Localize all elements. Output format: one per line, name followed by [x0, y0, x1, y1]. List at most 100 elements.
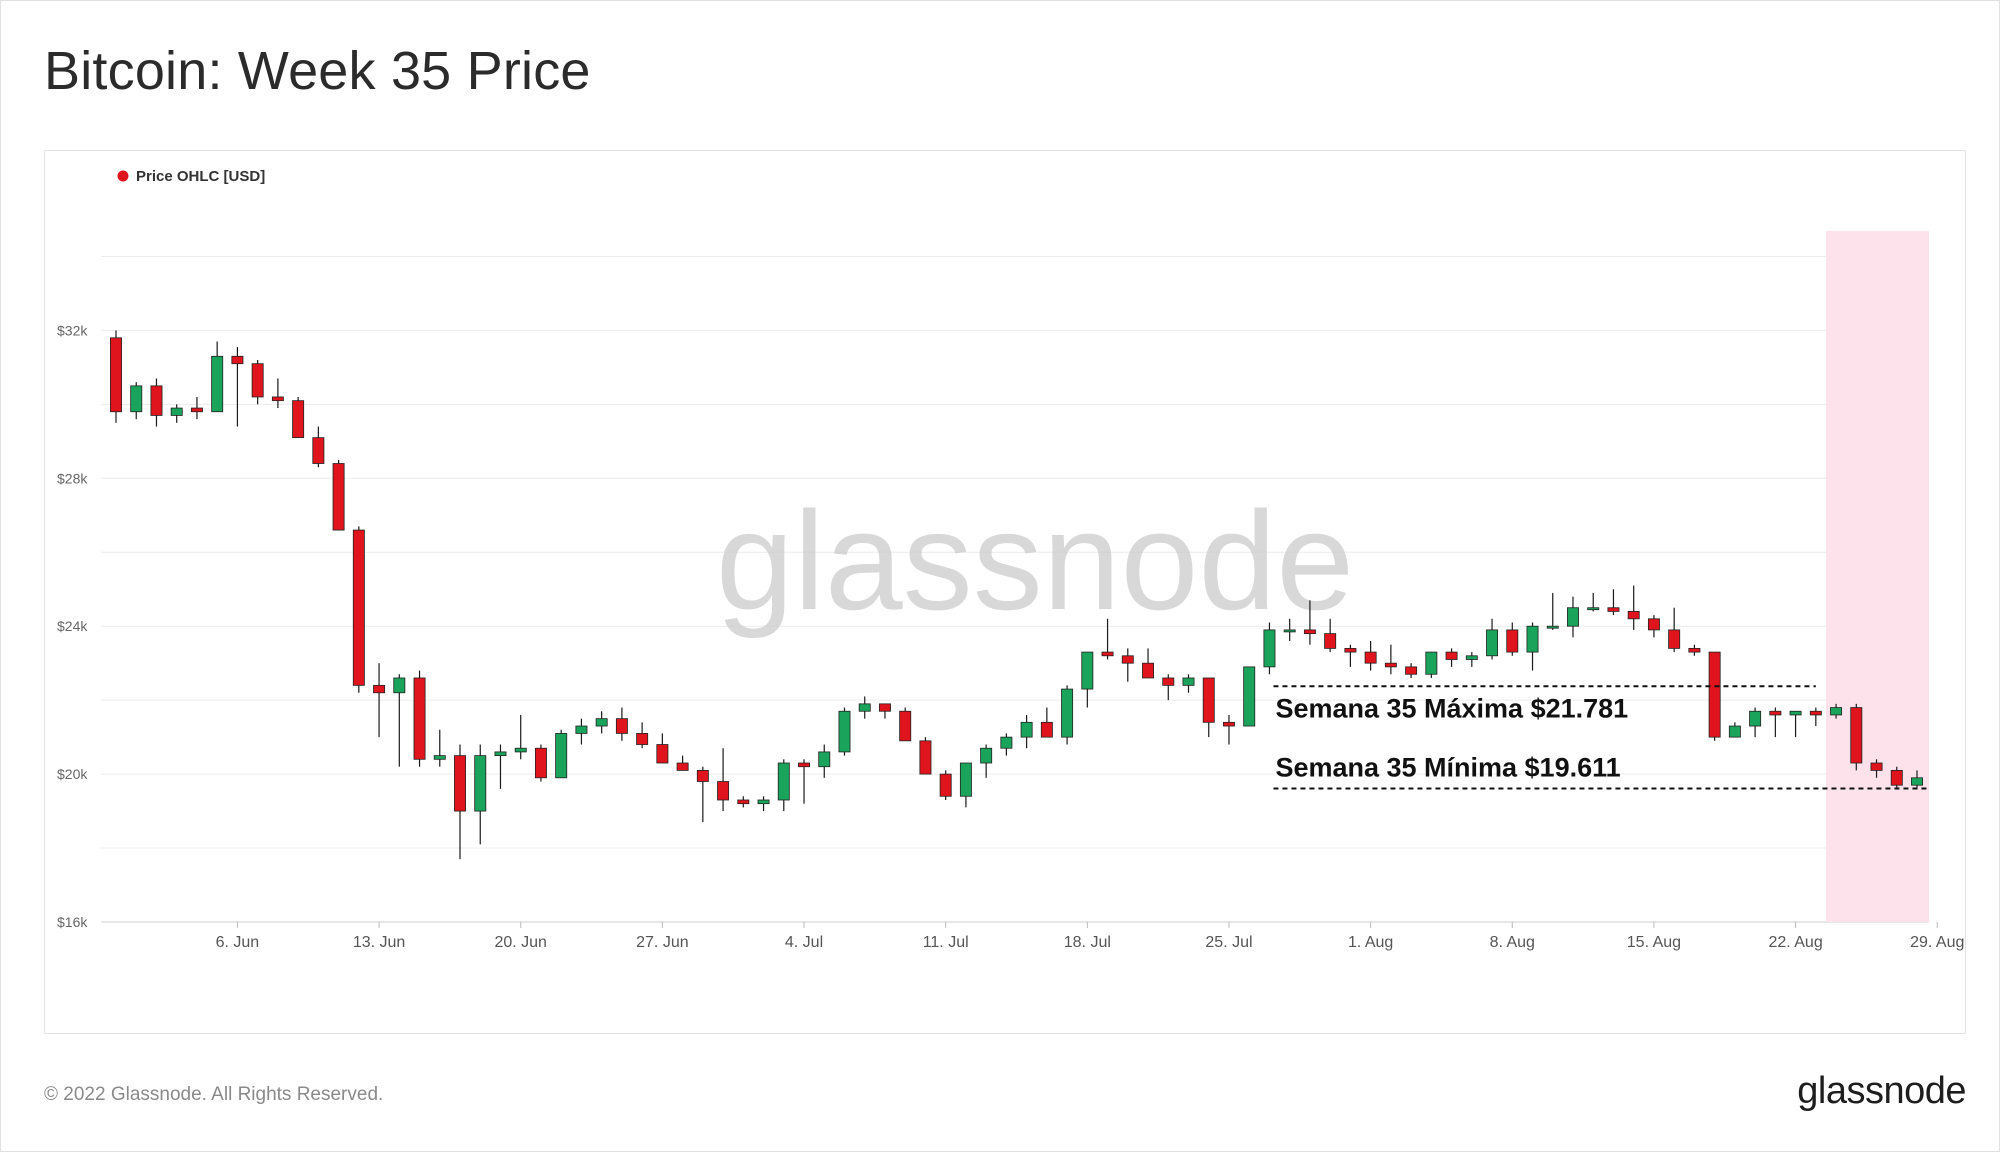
candle — [190, 396, 203, 420]
candle — [1728, 722, 1741, 738]
candle — [170, 404, 183, 423]
candle — [1162, 674, 1175, 701]
candle-body-down — [1627, 611, 1640, 620]
candle-body-down — [1202, 677, 1215, 723]
candle-body-up — [818, 751, 831, 768]
candle — [1324, 618, 1337, 653]
candle-body-up — [980, 747, 993, 764]
candle — [1364, 640, 1377, 671]
candle — [737, 796, 750, 808]
candle — [636, 722, 649, 749]
annotation-label-max: Semana 35 Máxima $21.781 — [1275, 693, 1628, 723]
annotation-label-min: Semana 35 Mínima $19.611 — [1275, 752, 1620, 782]
candle — [534, 744, 547, 782]
candle — [1101, 618, 1114, 660]
candle-body-up — [1486, 629, 1499, 657]
candle — [413, 670, 426, 767]
candle — [1567, 596, 1579, 638]
candle — [959, 762, 972, 808]
candle — [1526, 622, 1539, 671]
candle-body-up — [1425, 651, 1438, 675]
candle — [899, 707, 912, 742]
candle-body-down — [1162, 677, 1175, 686]
candle — [1040, 707, 1053, 738]
candlestick-chart: glassnode Semana 35 Máxima $21.781Semana… — [57, 168, 1964, 951]
candle-body-down — [251, 363, 264, 398]
candle — [777, 759, 790, 812]
candle-body-up — [1728, 725, 1741, 738]
glassnode-logo[interactable]: glassnode — [1797, 1070, 1966, 1112]
candle — [1688, 644, 1701, 656]
candle-body-up — [959, 762, 972, 797]
gridlines — [101, 255, 1929, 923]
y-tick-label: $24k — [57, 618, 88, 634]
candle-body-down — [332, 463, 345, 531]
candle — [879, 703, 891, 719]
candle-body-down — [1364, 651, 1377, 664]
candle-body-up — [858, 703, 871, 712]
candles — [110, 330, 1923, 860]
candle — [373, 663, 386, 738]
candle-body-down — [150, 385, 163, 416]
candle-body-up — [1061, 688, 1074, 738]
x-tick-label: 18. Jul — [1064, 934, 1111, 951]
candle-body-down — [717, 781, 730, 801]
candle-body-down — [696, 770, 709, 782]
candle-body-up — [211, 355, 224, 413]
candle-body-up — [1020, 721, 1033, 738]
x-tick-label: 20. Jun — [494, 934, 546, 951]
x-tick-label: 13. Jun — [353, 934, 405, 951]
candle-body-down — [1708, 651, 1721, 738]
candle — [555, 729, 568, 779]
candle-body-up — [514, 747, 527, 753]
legend[interactable]: Price OHLC [USD] — [117, 168, 266, 185]
candle-body-up — [474, 755, 487, 812]
candle — [1283, 618, 1296, 641]
candle-body-up — [838, 710, 851, 753]
candle-body-down — [1405, 666, 1418, 675]
candle — [292, 396, 305, 439]
candle-body-up — [1911, 777, 1923, 786]
x-tick-label: 1. Aug — [1348, 934, 1393, 951]
candle-body-down — [615, 718, 628, 734]
x-tick-label: 25. Jul — [1205, 934, 1252, 951]
candle-body-down — [1223, 721, 1235, 727]
candle-body-down — [292, 400, 305, 439]
candle — [231, 347, 244, 427]
candle-body-up — [1830, 707, 1843, 716]
candle — [1384, 644, 1397, 675]
chart-panel: glassnode Semana 35 Máxima $21.781 Semana… — [44, 150, 1966, 1034]
candle — [858, 696, 871, 719]
candle — [352, 526, 365, 693]
y-tick-label: $28k — [57, 470, 88, 486]
candle — [1587, 592, 1600, 612]
candle-body-down — [1769, 710, 1782, 716]
candle-body-down — [798, 762, 810, 768]
candle — [1911, 770, 1923, 789]
candle-body-up — [595, 718, 608, 727]
y-tick-label: $32k — [57, 322, 88, 338]
candle — [1202, 677, 1215, 738]
candle-body-up — [494, 751, 507, 757]
candle-body-down — [312, 437, 325, 464]
candle — [1303, 600, 1316, 645]
candle — [1020, 714, 1033, 749]
candle-body-up — [1465, 655, 1478, 660]
candle-body-down — [190, 407, 203, 413]
x-tick-label: 27. Jun — [636, 934, 688, 951]
candle — [1546, 592, 1559, 630]
candle — [1061, 685, 1074, 745]
candle-body-down — [1506, 629, 1519, 653]
candle-body-down — [1142, 662, 1154, 679]
candle-body-down — [1688, 647, 1701, 653]
candle — [474, 744, 487, 845]
candle — [676, 755, 689, 771]
candle — [1223, 714, 1235, 745]
candle-body-down — [1647, 618, 1660, 631]
copyright-footer: © 2022 Glassnode. All Rights Reserved. — [44, 1084, 384, 1105]
candle-body-down — [413, 677, 426, 760]
candle — [433, 729, 446, 767]
candle-body-down — [1101, 651, 1114, 657]
candle-body-up — [1546, 625, 1559, 629]
x-tick-label: 11. Jul — [923, 934, 969, 951]
